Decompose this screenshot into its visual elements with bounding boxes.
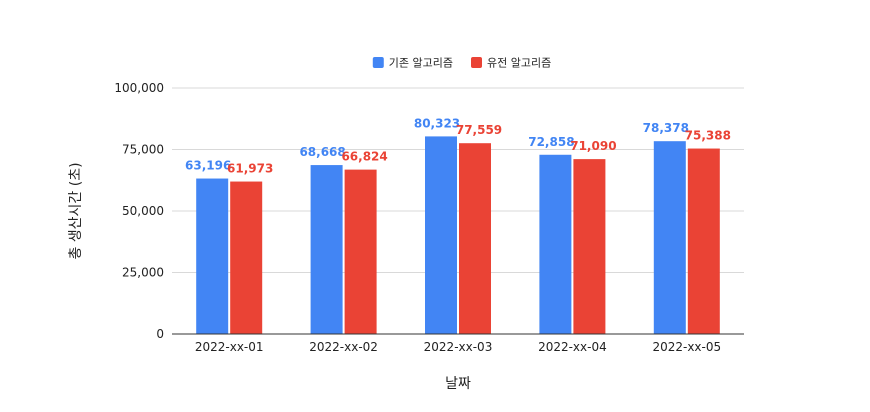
data-label: 75,388	[685, 129, 731, 143]
y-tick-label: 75,000	[122, 143, 164, 157]
y-tick-label: 50,000	[122, 204, 164, 218]
bar-existing-2022-xx-01	[196, 178, 229, 334]
y-tick-label: 0	[156, 327, 164, 341]
legend-item: 유전 알고리즘	[471, 56, 551, 70]
bars	[196, 136, 720, 334]
legend-swatch	[372, 57, 384, 68]
data-label: 68,668	[299, 145, 345, 159]
data-label: 72,858	[528, 135, 574, 149]
x-tick-label: 2022-xx-04	[538, 340, 607, 354]
x-tick-label: 2022-xx-02	[309, 340, 378, 354]
data-label: 61,973	[227, 162, 273, 176]
x-tick-label: 2022-xx-05	[652, 340, 721, 354]
bar-existing-2022-xx-02	[310, 165, 343, 334]
x-tick-label: 2022-xx-01	[195, 340, 264, 354]
bar-existing-2022-xx-05	[653, 141, 686, 334]
y-tick-label: 100,000	[114, 81, 164, 95]
data-label: 80,323	[414, 116, 460, 130]
legend-swatch	[471, 57, 482, 68]
y-tick-label: 25,000	[122, 266, 164, 280]
bar-genetic-2022-xx-02	[344, 169, 377, 334]
legend-label: 기존 알고리즘	[389, 56, 453, 70]
gridlines	[172, 87, 744, 273]
bar-genetic-2022-xx-03	[459, 143, 491, 334]
legend-label: 유전 알고리즘	[487, 56, 551, 70]
x-tick-label: 2022-xx-03	[424, 340, 493, 354]
data-label: 71,090	[570, 139, 616, 153]
x-axis-ticks: 2022-xx-01 2022-xx-02 2022-xx-03 2022-xx-04…	[195, 340, 721, 354]
y-axis-title: 총 생산시간 (초)	[68, 162, 84, 259]
legend: 기존 알고리즘 유전 알고리즘	[372, 56, 551, 70]
data-label: 63,196	[185, 159, 231, 173]
bar-existing-2022-xx-04	[539, 154, 572, 334]
bar-existing-2022-xx-03	[425, 136, 457, 334]
data-label: 77,559	[456, 123, 502, 137]
bar-genetic-2022-xx-05	[687, 148, 720, 334]
bar-genetic-2022-xx-04	[573, 159, 606, 334]
x-axis-title: 날짜	[445, 376, 471, 392]
legend-item: 기존 알고리즘	[372, 56, 453, 70]
bar-genetic-2022-xx-01	[230, 181, 263, 334]
data-label: 78,378	[643, 121, 689, 135]
y-axis-ticks: 0 25,000 50,000 75,000 100,000	[114, 81, 164, 341]
data-label: 66,824	[341, 150, 387, 164]
